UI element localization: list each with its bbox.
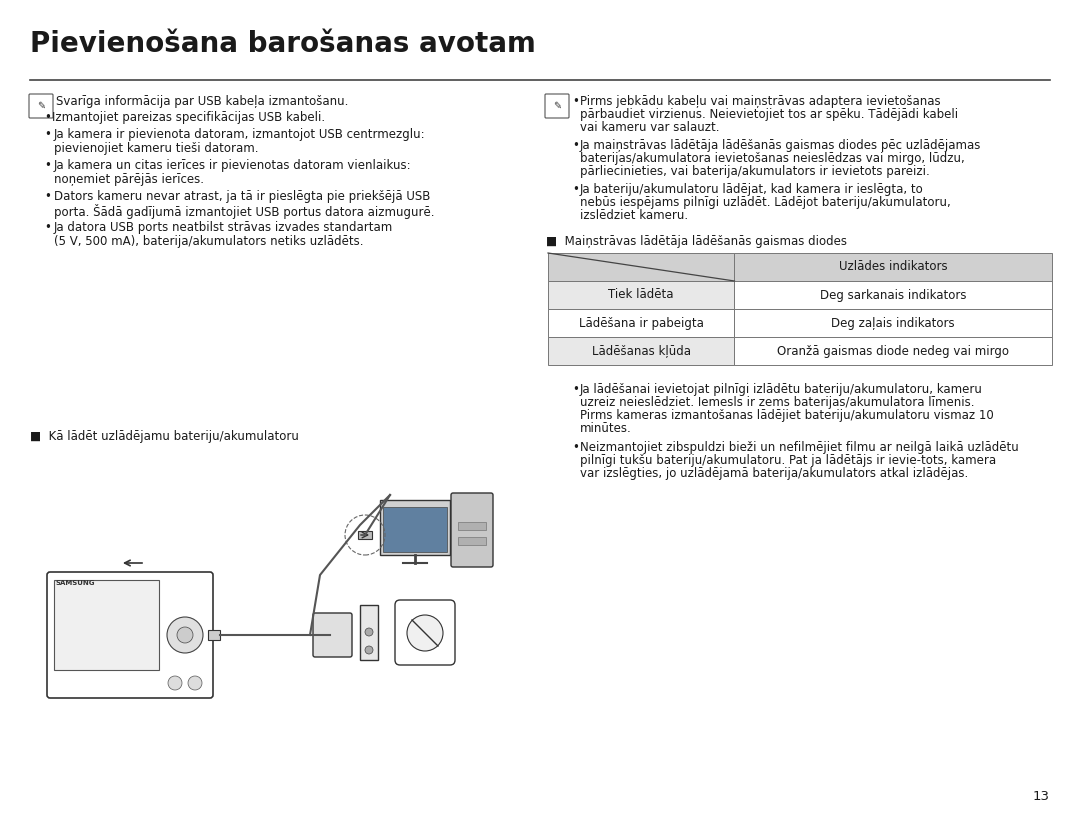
Text: Deg sarkanais indikators: Deg sarkanais indikators xyxy=(820,289,967,302)
Circle shape xyxy=(167,617,203,653)
Text: 13: 13 xyxy=(1032,790,1050,803)
Bar xyxy=(360,605,378,660)
Text: uzreiz neieslēdziet. Iemesls ir zems baterijas/akumulatora līmenis.: uzreiz neieslēdziet. Iemesls ir zems bat… xyxy=(580,396,974,409)
Circle shape xyxy=(407,615,443,651)
Text: •: • xyxy=(44,128,51,141)
Text: baterijas/akumulatora ievietošanas neieslēdzas vai mirgo, lūdzu,: baterijas/akumulatora ievietošanas neies… xyxy=(580,152,964,165)
Text: pievienojiet kameru tieši datoram.: pievienojiet kameru tieši datoram. xyxy=(54,142,258,155)
Text: pārbaudiet virzienus. Neievietojiet tos ar spēku. Tādējādi kabeli: pārbaudiet virzienus. Neievietojiet tos … xyxy=(580,108,958,121)
Bar xyxy=(734,281,1052,309)
Text: (5 V, 500 mA), baterija/akumulators netiks uzlādēts.: (5 V, 500 mA), baterija/akumulators neti… xyxy=(54,235,364,248)
Text: pilnīgi tukšu bateriju/akumulatoru. Pat ja lādētājs ir ievie-tots, kamera: pilnīgi tukšu bateriju/akumulatoru. Pat … xyxy=(580,454,996,467)
Text: •: • xyxy=(572,441,579,454)
Bar xyxy=(548,253,734,281)
FancyBboxPatch shape xyxy=(313,613,352,657)
Circle shape xyxy=(365,646,373,654)
Text: •: • xyxy=(44,159,51,172)
Text: noņemiet pārējās ierīces.: noņemiet pārējās ierīces. xyxy=(54,173,204,186)
Bar xyxy=(734,337,1052,365)
Text: Lādēšana ir pabeigta: Lādēšana ir pabeigta xyxy=(579,316,704,329)
Text: pārliecinieties, vai baterija/akumulators ir ievietots pareizi.: pārliecinieties, vai baterija/akumulator… xyxy=(580,165,930,178)
Bar xyxy=(548,309,734,337)
FancyBboxPatch shape xyxy=(451,493,492,567)
Bar xyxy=(54,580,159,670)
Text: Tiek lādēta: Tiek lādēta xyxy=(608,289,674,302)
Text: nebūs iespējams pilnīgi uzlādēt. Lādējot bateriju/akumulatoru,: nebūs iespējams pilnīgi uzlādēt. Lādējot… xyxy=(580,196,950,209)
Text: •: • xyxy=(572,139,579,152)
Text: •: • xyxy=(44,111,51,124)
FancyBboxPatch shape xyxy=(29,94,53,118)
Text: Ja datora USB ports neatbilst strāvas izvades standartam: Ja datora USB ports neatbilst strāvas iz… xyxy=(54,221,393,234)
Text: •: • xyxy=(44,221,51,234)
Bar xyxy=(734,253,1052,281)
Text: Oranžā gaismas diode nedeg vai mirgo: Oranžā gaismas diode nedeg vai mirgo xyxy=(778,345,1009,358)
Text: Neizmantojiet zibspuldzi bieži un nefilmējiet filmu ar neilgā laikā uzlādētu: Neizmantojiet zibspuldzi bieži un nefilm… xyxy=(580,441,1018,454)
Text: ✎: ✎ xyxy=(37,101,45,111)
Text: Svarīga informācija par USB kabeļa izmantošanu.: Svarīga informācija par USB kabeļa izman… xyxy=(56,95,349,108)
Text: Pirms kameras izmantošanas lādējiet bateriju/akumulatoru vismaz 10: Pirms kameras izmantošanas lādējiet bate… xyxy=(580,409,994,422)
Text: Ja bateriju/akumulatoru lādējat, kad kamera ir ieslēgta, to: Ja bateriju/akumulatoru lādējat, kad kam… xyxy=(580,183,923,196)
Text: Lādēšanas kļūda: Lādēšanas kļūda xyxy=(592,345,691,358)
Text: Ja maiņstrāvas lādētāja lādēšanās gaismas diodes pēc uzlādējamas: Ja maiņstrāvas lādētāja lādēšanās gaisma… xyxy=(580,139,982,152)
Circle shape xyxy=(168,676,183,690)
Circle shape xyxy=(177,627,193,643)
Text: Izmantojiet pareizas specifikācijas USB kabeli.: Izmantojiet pareizas specifikācijas USB … xyxy=(52,111,325,124)
Text: Ja kamera un citas ierīces ir pievienotas datoram vienlaikus:: Ja kamera un citas ierīces ir pievienota… xyxy=(54,159,411,172)
Text: var izslēgties, jo uzlādējamā baterija/akumulators atkal izlādējas.: var izslēgties, jo uzlādējamā baterija/a… xyxy=(580,467,969,480)
FancyBboxPatch shape xyxy=(48,572,213,698)
Bar xyxy=(380,500,450,555)
Text: •: • xyxy=(572,183,579,196)
FancyBboxPatch shape xyxy=(545,94,569,118)
Text: vai kameru var salauzt.: vai kameru var salauzt. xyxy=(580,121,719,134)
Text: SAMSUNG: SAMSUNG xyxy=(56,580,95,586)
Text: izslēdziet kameru.: izslēdziet kameru. xyxy=(580,209,688,222)
Bar xyxy=(548,281,734,309)
Bar xyxy=(383,507,447,552)
Text: Pirms jebkādu kabeļu vai maiņstrāvas adaptera ievietošanas: Pirms jebkādu kabeļu vai maiņstrāvas ada… xyxy=(580,95,941,108)
Circle shape xyxy=(365,628,373,636)
Bar xyxy=(208,630,220,640)
Text: Ja kamera ir pievienota datoram, izmantojot USB centrmezglu:: Ja kamera ir pievienota datoram, izmanto… xyxy=(54,128,426,141)
Text: Ja lādēšanai ievietojat pilnīgi izlādētu bateriju/akumulatoru, kameru: Ja lādēšanai ievietojat pilnīgi izlādētu… xyxy=(580,383,983,396)
Text: ✎: ✎ xyxy=(553,101,562,111)
Text: Pievienošana barošanas avotam: Pievienošana barošanas avotam xyxy=(30,30,536,58)
Bar xyxy=(548,337,734,365)
Bar xyxy=(458,537,486,545)
Bar xyxy=(458,522,486,530)
Text: porta. Šādā gadījumā izmantojiet USB portus datora aizmugurē.: porta. Šādā gadījumā izmantojiet USB por… xyxy=(54,204,434,219)
FancyBboxPatch shape xyxy=(395,600,455,665)
Text: ■  Kā lādēt uzlādējamu bateriju/akumulatoru: ■ Kā lādēt uzlādējamu bateriju/akumulato… xyxy=(30,430,299,443)
Bar xyxy=(734,309,1052,337)
Text: ■  Maiņstrāvas lādētāja lādēšanās gaismas diodes: ■ Maiņstrāvas lādētāja lādēšanās gaismas… xyxy=(546,235,847,248)
Text: •: • xyxy=(44,190,51,203)
Text: •: • xyxy=(572,95,579,108)
Text: Deg zaļais indikators: Deg zaļais indikators xyxy=(832,316,955,329)
Text: •: • xyxy=(572,383,579,396)
Bar xyxy=(357,531,372,539)
Text: minūtes.: minūtes. xyxy=(580,422,632,435)
Circle shape xyxy=(188,676,202,690)
Text: Uzlādes indikators: Uzlādes indikators xyxy=(839,261,947,274)
Text: Dators kameru nevar atrast, ja tā ir pieslēgta pie priekšējā USB: Dators kameru nevar atrast, ja tā ir pie… xyxy=(54,190,430,203)
